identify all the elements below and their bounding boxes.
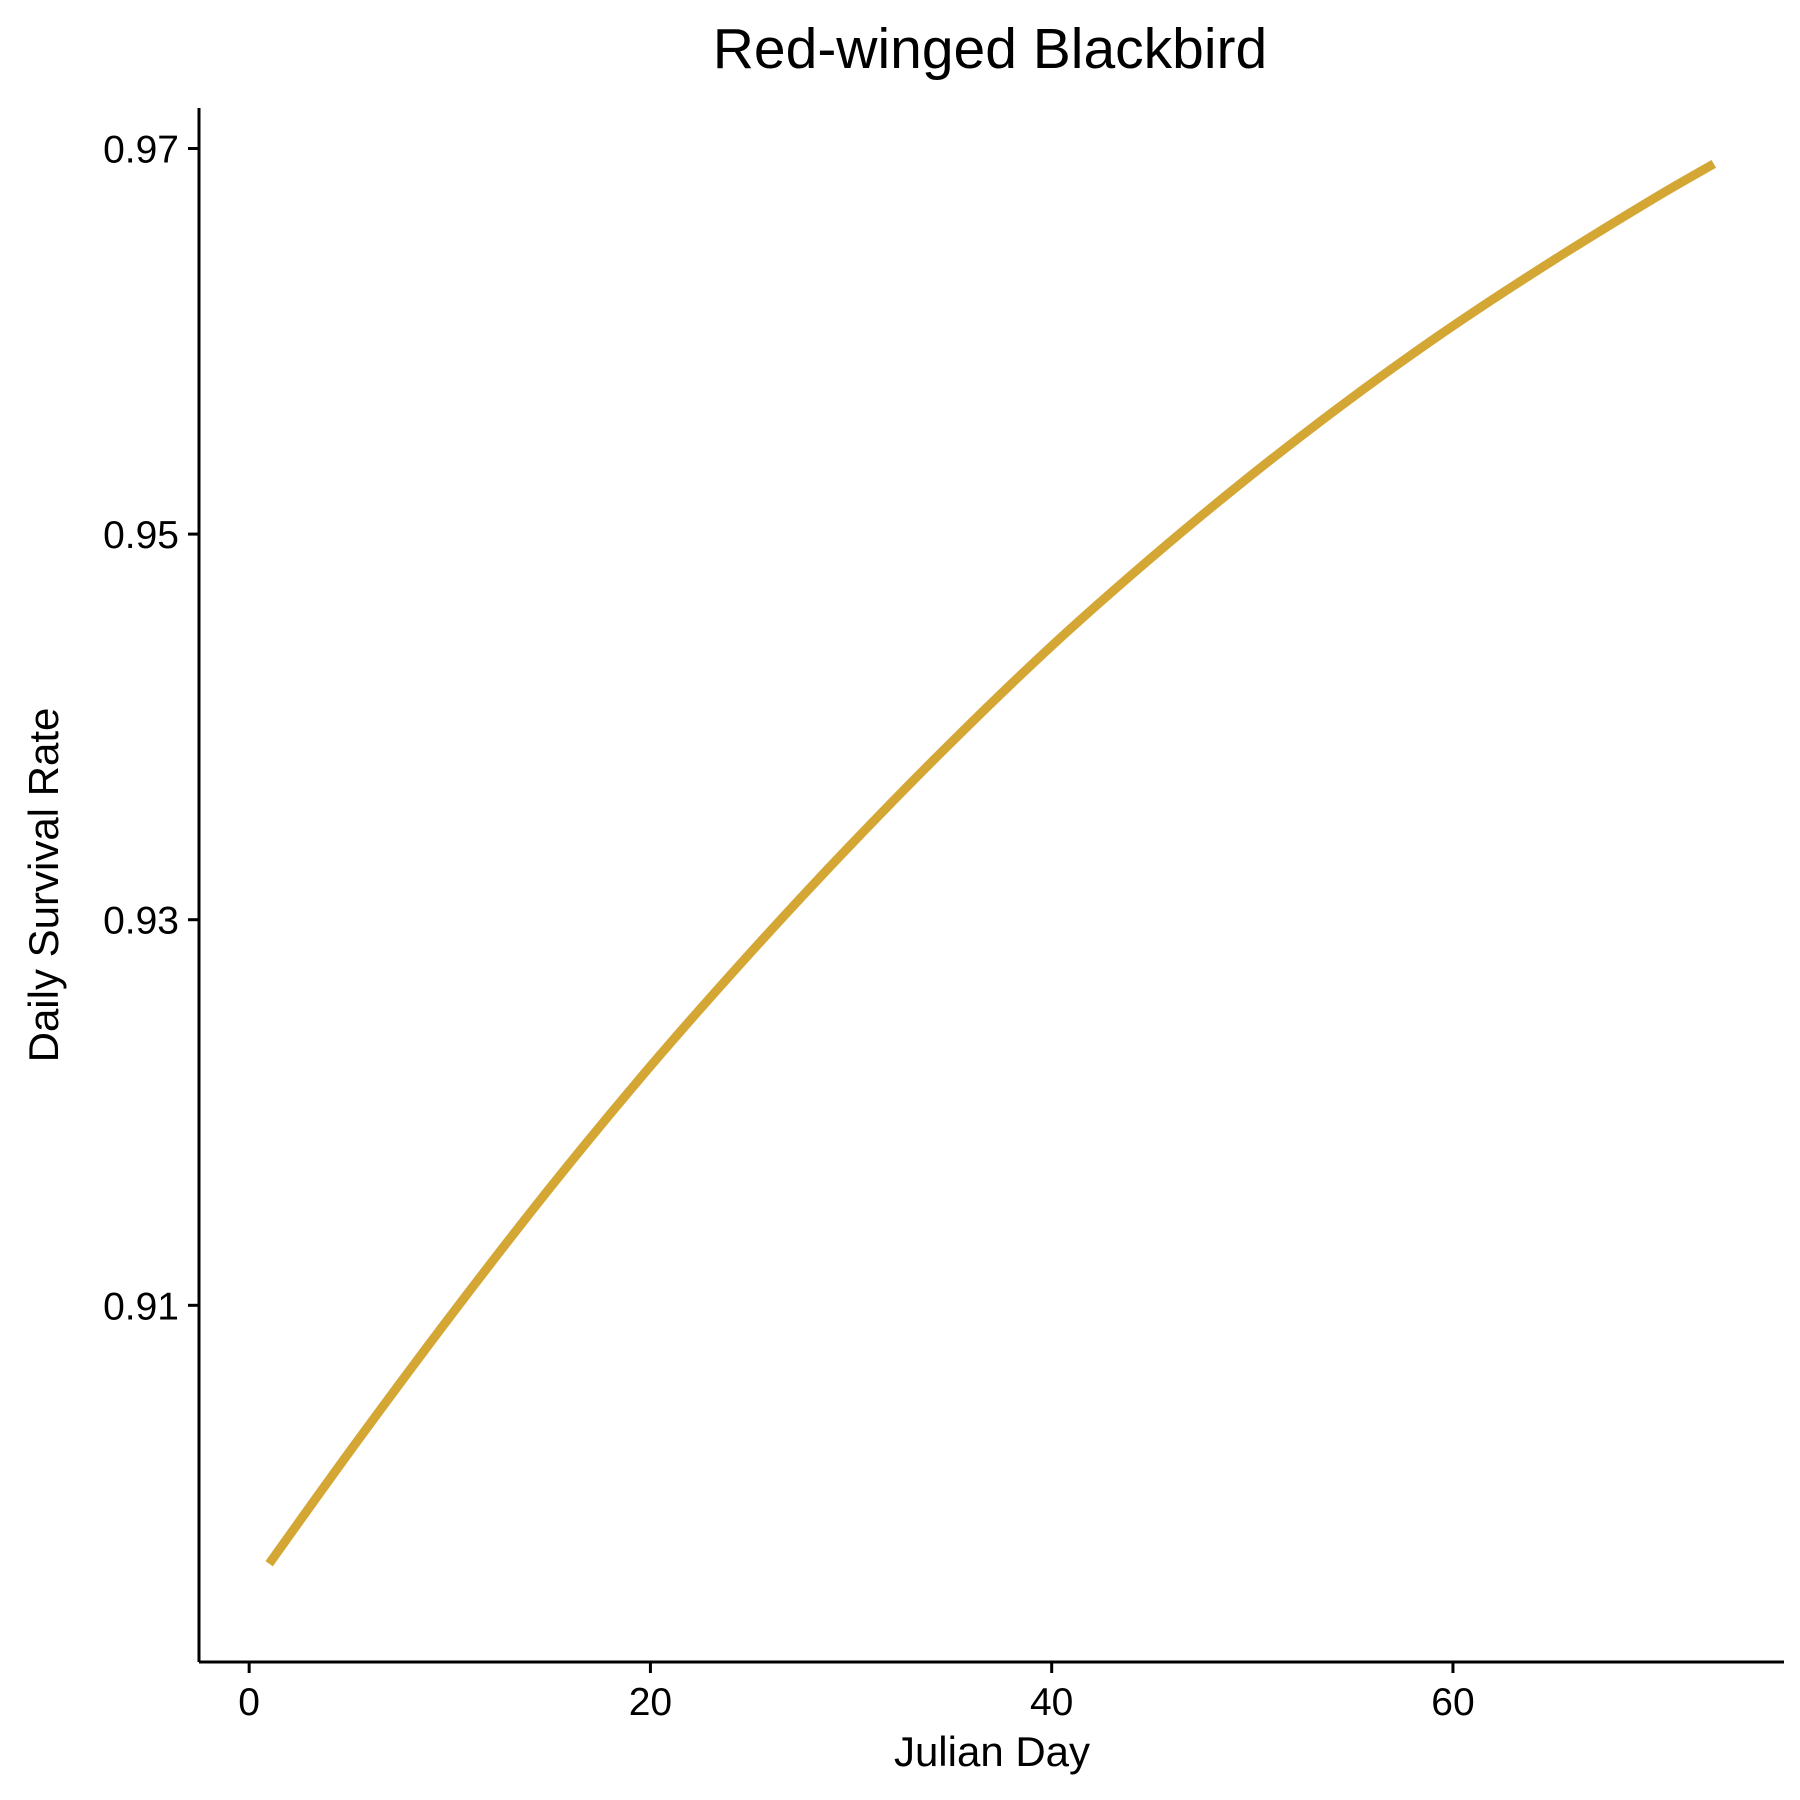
series-layer [265,159,1717,1567]
series-line-0 [265,159,1717,1567]
chart-title: Red-winged Blackbird [713,17,1267,81]
x-tick-label: 20 [629,1681,672,1724]
x-tick-label: 60 [1431,1681,1474,1724]
y-tick-label: 0.97 [103,128,179,171]
x-axis-title: Julian Day [894,1728,1090,1775]
x-axis-ticks: 0 20 40 60 [238,1662,1475,1724]
y-axis-title: Daily Survival Rate [20,708,67,1063]
y-tick-label: 0.95 [103,514,179,557]
y-tick-label: 0.91 [103,1285,179,1328]
y-axis-ticks: 0.91 0.93 0.95 0.97 [103,128,199,1328]
y-tick-label: 0.93 [103,900,179,943]
x-tick-label: 40 [1030,1681,1073,1724]
plot-area: 0 20 40 60 0.91 0.93 0.95 0.97 [103,108,1784,1724]
x-tick-label: 0 [238,1681,260,1724]
